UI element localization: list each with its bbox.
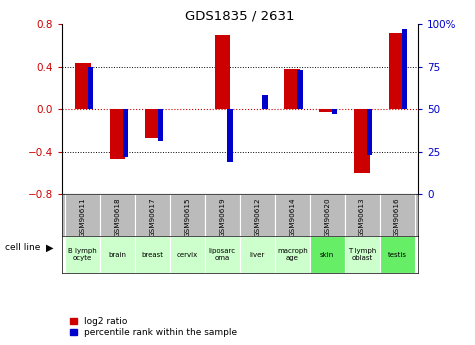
Bar [65,194,100,236]
Bar [100,236,135,273]
Bar [135,236,170,273]
Bar [345,194,380,236]
Bar [158,109,163,141]
Bar [262,96,267,109]
Bar [75,63,91,109]
Bar [275,194,310,236]
Bar [170,194,205,236]
Bar [380,194,415,236]
Bar [380,236,415,273]
Bar [205,194,240,236]
Text: GSM90616: GSM90616 [394,197,400,237]
Bar [170,236,205,273]
Bar [135,194,170,236]
Bar [88,67,93,109]
Text: GSM90618: GSM90618 [114,197,121,237]
Bar [297,70,303,109]
Bar [65,236,100,273]
Text: T lymph
oblast: T lymph oblast [348,248,376,261]
Text: ▶: ▶ [46,243,54,253]
Bar [402,29,408,109]
Bar [240,194,275,236]
Bar [319,109,335,112]
Bar [310,194,345,236]
Text: breast: breast [142,252,163,257]
Bar [389,33,405,109]
Text: GSM90617: GSM90617 [150,197,155,237]
Bar [275,236,310,273]
Bar [123,109,128,157]
Text: brain: brain [109,252,127,257]
Legend: log2 ratio, percentile rank within the sample: log2 ratio, percentile rank within the s… [66,314,241,341]
Text: cervix: cervix [177,252,198,257]
Text: B lymph
ocyte: B lymph ocyte [68,248,97,261]
Text: GSM90615: GSM90615 [184,197,190,237]
Text: GSM90619: GSM90619 [219,197,226,237]
Text: GSM90620: GSM90620 [324,197,330,237]
Text: testis: testis [388,252,407,257]
Bar [205,236,240,273]
Bar [110,109,125,159]
Text: GSM90614: GSM90614 [289,197,295,237]
Bar [367,109,372,155]
Text: macroph
age: macroph age [277,248,308,261]
Bar [332,109,338,114]
Bar [240,236,275,273]
Text: GSM90612: GSM90612 [254,197,260,237]
Bar [100,194,135,236]
Bar [145,109,161,138]
Text: GSM90613: GSM90613 [359,197,365,237]
Text: liposarc
oma: liposarc oma [209,248,236,261]
Bar [215,35,230,109]
Text: GSM90611: GSM90611 [80,197,86,237]
Bar [345,236,380,273]
Bar [228,109,233,162]
Bar [310,236,345,273]
Bar [354,109,370,173]
Bar [285,69,300,109]
Text: liver: liver [250,252,265,257]
Text: cell line: cell line [5,243,40,252]
Title: GDS1835 / 2631: GDS1835 / 2631 [185,10,294,23]
Text: skin: skin [320,252,334,257]
